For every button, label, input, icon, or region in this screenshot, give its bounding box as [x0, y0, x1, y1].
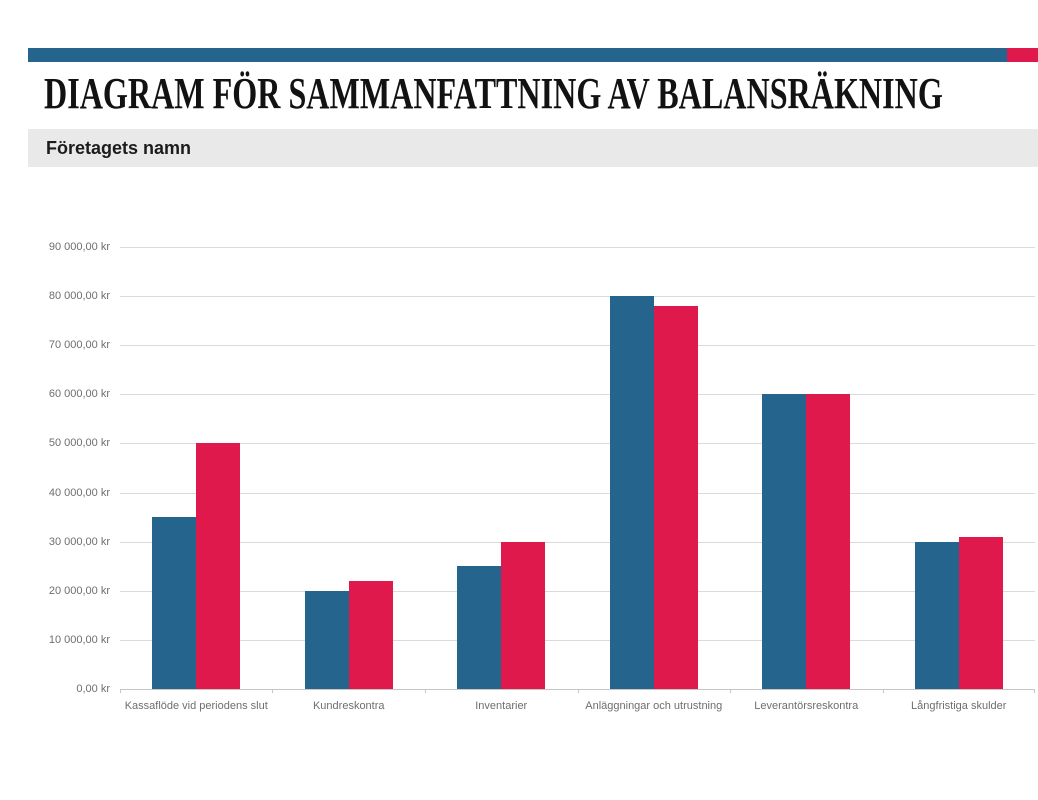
gridline: [120, 443, 1035, 445]
bar-red: [501, 541, 546, 689]
x-axis-category-label: Leverantörsreskontra: [754, 700, 859, 712]
bar-group: [120, 247, 272, 689]
top-accent-bar: [28, 48, 1038, 62]
bar-blue: [914, 541, 959, 689]
bar-red: [806, 394, 851, 689]
x-axis-category-label: Långfristiga skulder: [911, 700, 1007, 712]
y-axis-tick-label: 60 000,00 kr: [48, 388, 110, 401]
bar-red: [348, 580, 393, 689]
gridline: [120, 296, 1035, 298]
x-axis-boundary-tick: [424, 689, 426, 693]
bar-red: [196, 443, 241, 689]
x-axis-boundary-tick: [729, 689, 731, 693]
y-axis-tick-label: 20 000,00 kr: [48, 584, 110, 597]
y-axis-tick-label: 0,00 kr: [76, 683, 110, 695]
x-axis-category-label: Kundreskontra: [312, 700, 385, 712]
x-axis-boundary-tick: [1034, 689, 1035, 693]
x-axis-boundary-tick: [577, 689, 579, 693]
bar-blue: [457, 566, 502, 689]
gridline: [120, 345, 1035, 347]
gridline: [120, 541, 1035, 543]
y-axis-tick-label: 80 000,00 kr: [48, 290, 110, 303]
x-axis-category-label: Inventarier: [475, 700, 528, 712]
bar-blue: [762, 394, 807, 689]
bar-group: [883, 247, 1035, 689]
gridline: [120, 590, 1035, 592]
bar-blue: [152, 517, 197, 689]
y-axis-tick-label: 70 000,00 kr: [48, 339, 110, 352]
bar-red: [653, 305, 698, 689]
y-axis-labels: 0,00 kr 10 000,00 kr 20 000,00 kr 30 000,00…: [0, 241, 110, 695]
y-axis-tick-label: 30 000,00 kr: [48, 535, 110, 548]
bar-group: [272, 247, 424, 689]
top-accent-bar-blue-segment: [28, 48, 1007, 62]
y-axis-tick-label: 50 000,00 kr: [48, 437, 110, 450]
plot-area: [120, 247, 1035, 693]
gridline: [120, 492, 1035, 494]
top-accent-bar-red-segment: [1007, 48, 1038, 62]
x-axis-boundary-tick: [882, 689, 884, 693]
x-axis-category-label: Anläggningar och utrustning: [585, 700, 723, 712]
y-axis-tick-label: 90 000,00 kr: [48, 241, 110, 253]
y-axis-tick-label: 40 000,00 kr: [48, 486, 110, 499]
bar-group: [578, 247, 730, 689]
bar-group: [730, 247, 882, 689]
company-name-label: Företagets namn: [46, 137, 192, 158]
gridline: [120, 639, 1035, 641]
bar-red: [958, 536, 1003, 689]
bar-blue: [304, 590, 349, 689]
gridline: [120, 247, 1035, 248]
x-axis-category-label: Kassaflöde vid periodens slut: [124, 700, 268, 712]
gridline: [120, 394, 1035, 396]
x-axis-boundary-tick: [272, 689, 274, 693]
page-title: DIAGRAM FÖR SAMMANFATTNING AV BALANSRÄKN…: [44, 69, 943, 118]
bar-group: [425, 247, 577, 689]
x-axis-boundary-tick: [120, 689, 121, 693]
y-axis-tick-label: 10 000,00 kr: [48, 633, 110, 646]
bar-blue: [609, 296, 654, 689]
x-axis-labels: Kassaflöde vid periodens slut Kundreskont…: [120, 699, 1035, 739]
company-name-band: Företagets namn: [28, 129, 1038, 167]
